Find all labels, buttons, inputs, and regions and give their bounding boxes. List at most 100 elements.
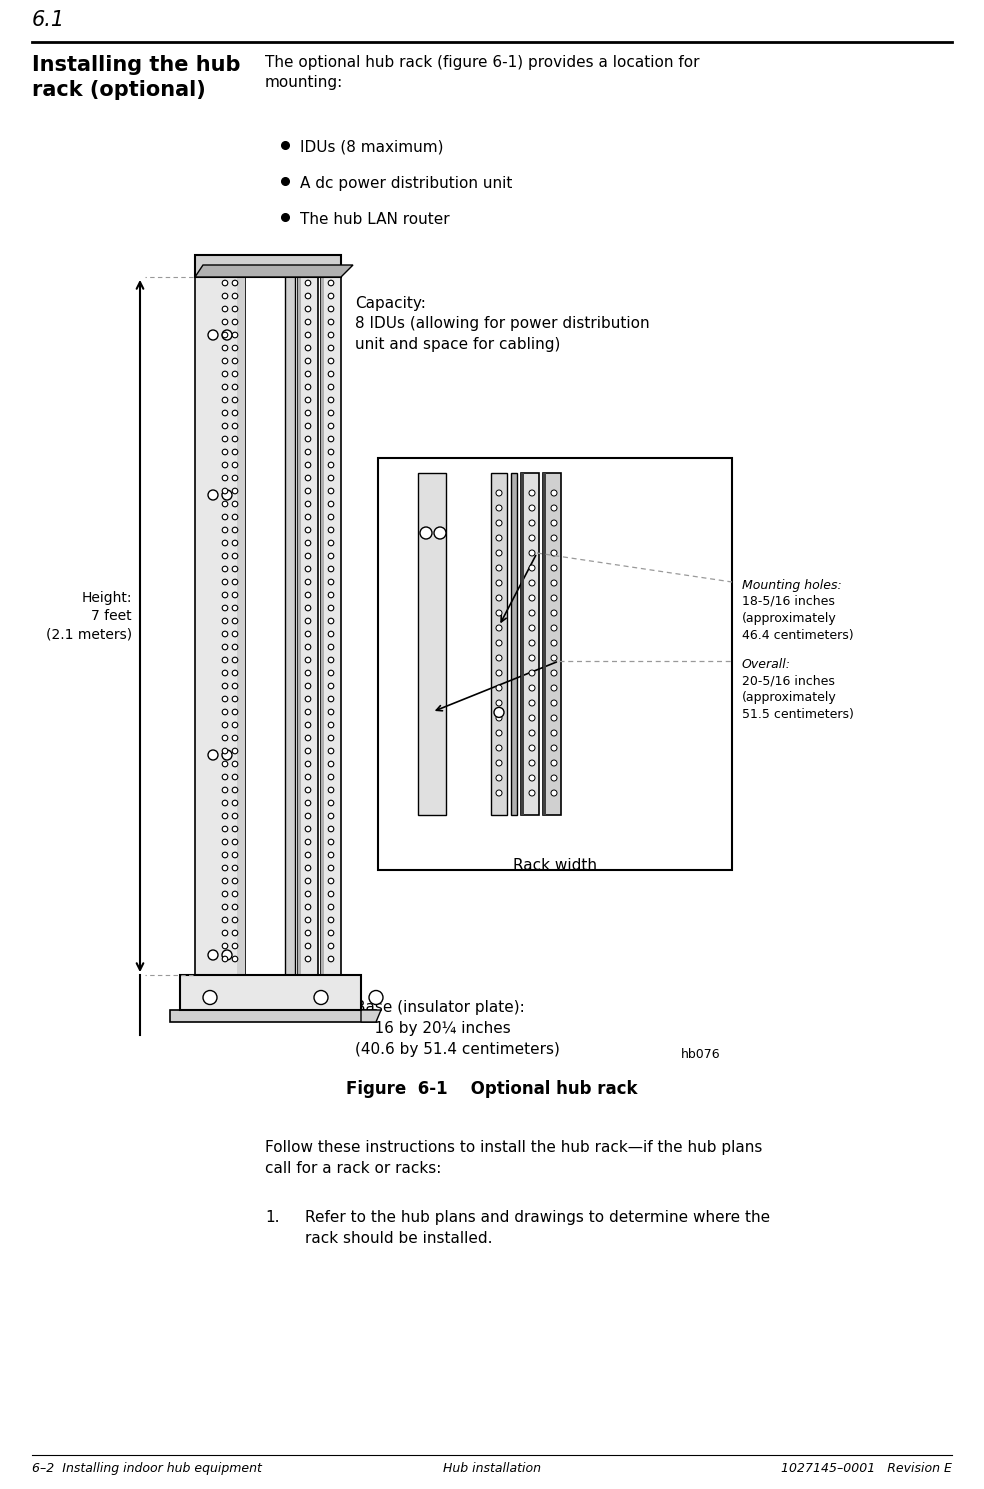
- Text: Hub installation: Hub installation: [443, 1462, 541, 1476]
- Circle shape: [222, 670, 228, 676]
- Bar: [285, 255, 295, 975]
- Circle shape: [329, 840, 334, 844]
- Circle shape: [305, 488, 311, 494]
- Circle shape: [232, 423, 238, 429]
- Text: Figure  6-1    Optional hub rack: Figure 6-1 Optional hub rack: [346, 1080, 638, 1097]
- Circle shape: [496, 490, 502, 496]
- Circle shape: [305, 931, 311, 935]
- Circle shape: [551, 670, 557, 676]
- Circle shape: [305, 917, 311, 923]
- Circle shape: [305, 618, 311, 624]
- Circle shape: [496, 535, 502, 541]
- Circle shape: [232, 852, 238, 858]
- Bar: [298, 255, 301, 975]
- Circle shape: [222, 398, 228, 404]
- Bar: [195, 255, 341, 277]
- Circle shape: [329, 931, 334, 935]
- Circle shape: [222, 736, 228, 742]
- Circle shape: [232, 892, 238, 896]
- Circle shape: [222, 307, 228, 311]
- Circle shape: [305, 761, 311, 767]
- Circle shape: [222, 514, 228, 520]
- Circle shape: [329, 307, 334, 311]
- Circle shape: [222, 750, 232, 759]
- Circle shape: [222, 774, 228, 780]
- Circle shape: [232, 774, 238, 780]
- Circle shape: [222, 683, 228, 689]
- Circle shape: [551, 730, 557, 736]
- Circle shape: [222, 490, 232, 500]
- Circle shape: [232, 761, 238, 767]
- Circle shape: [329, 697, 334, 701]
- Circle shape: [232, 879, 238, 884]
- Circle shape: [222, 450, 228, 454]
- Circle shape: [222, 722, 228, 728]
- Circle shape: [329, 670, 334, 676]
- Circle shape: [305, 307, 311, 311]
- Circle shape: [329, 345, 334, 351]
- Circle shape: [329, 865, 334, 871]
- Bar: [378, 459, 732, 870]
- Circle shape: [529, 640, 535, 646]
- Circle shape: [222, 865, 228, 871]
- Circle shape: [496, 505, 502, 511]
- Circle shape: [305, 436, 311, 442]
- Circle shape: [305, 514, 311, 520]
- Circle shape: [551, 549, 557, 555]
- Circle shape: [305, 657, 311, 663]
- Circle shape: [222, 904, 228, 910]
- Circle shape: [329, 541, 334, 546]
- Circle shape: [434, 527, 446, 539]
- Text: 6.1: 6.1: [32, 10, 65, 30]
- Circle shape: [232, 488, 238, 494]
- Circle shape: [222, 319, 228, 325]
- Text: Follow these instructions to install the hub rack—if the hub plans
call for a ra: Follow these instructions to install the…: [265, 1141, 763, 1176]
- Text: hb076: hb076: [680, 1048, 720, 1062]
- Circle shape: [494, 707, 504, 718]
- Circle shape: [329, 488, 334, 494]
- Circle shape: [222, 475, 228, 481]
- Circle shape: [329, 319, 334, 325]
- Circle shape: [329, 722, 334, 728]
- Bar: [543, 474, 561, 814]
- Circle shape: [222, 840, 228, 844]
- Circle shape: [329, 423, 334, 429]
- Circle shape: [232, 554, 238, 558]
- Circle shape: [232, 514, 238, 520]
- Circle shape: [232, 450, 238, 454]
- Polygon shape: [361, 1010, 381, 1021]
- Circle shape: [305, 502, 311, 506]
- Circle shape: [305, 527, 311, 533]
- Circle shape: [305, 892, 311, 896]
- Circle shape: [551, 596, 557, 602]
- Circle shape: [222, 892, 228, 896]
- Circle shape: [551, 520, 557, 526]
- Circle shape: [529, 791, 535, 797]
- Circle shape: [551, 774, 557, 782]
- Circle shape: [329, 566, 334, 572]
- Circle shape: [222, 800, 228, 806]
- Circle shape: [329, 293, 334, 299]
- Circle shape: [232, 709, 238, 715]
- Circle shape: [329, 892, 334, 896]
- Circle shape: [232, 345, 238, 351]
- Circle shape: [305, 409, 311, 415]
- Circle shape: [529, 730, 535, 736]
- Circle shape: [529, 744, 535, 750]
- Circle shape: [496, 520, 502, 526]
- Circle shape: [232, 462, 238, 468]
- Circle shape: [232, 631, 238, 637]
- Circle shape: [305, 813, 311, 819]
- Circle shape: [208, 331, 218, 339]
- Bar: [511, 474, 517, 814]
- Circle shape: [222, 527, 228, 533]
- Circle shape: [305, 736, 311, 742]
- Text: Mounting holes:: Mounting holes:: [742, 579, 841, 593]
- Circle shape: [232, 813, 238, 819]
- Circle shape: [305, 683, 311, 689]
- Circle shape: [329, 774, 334, 780]
- Circle shape: [329, 852, 334, 858]
- Circle shape: [232, 826, 238, 832]
- Circle shape: [329, 514, 334, 520]
- Circle shape: [329, 398, 334, 404]
